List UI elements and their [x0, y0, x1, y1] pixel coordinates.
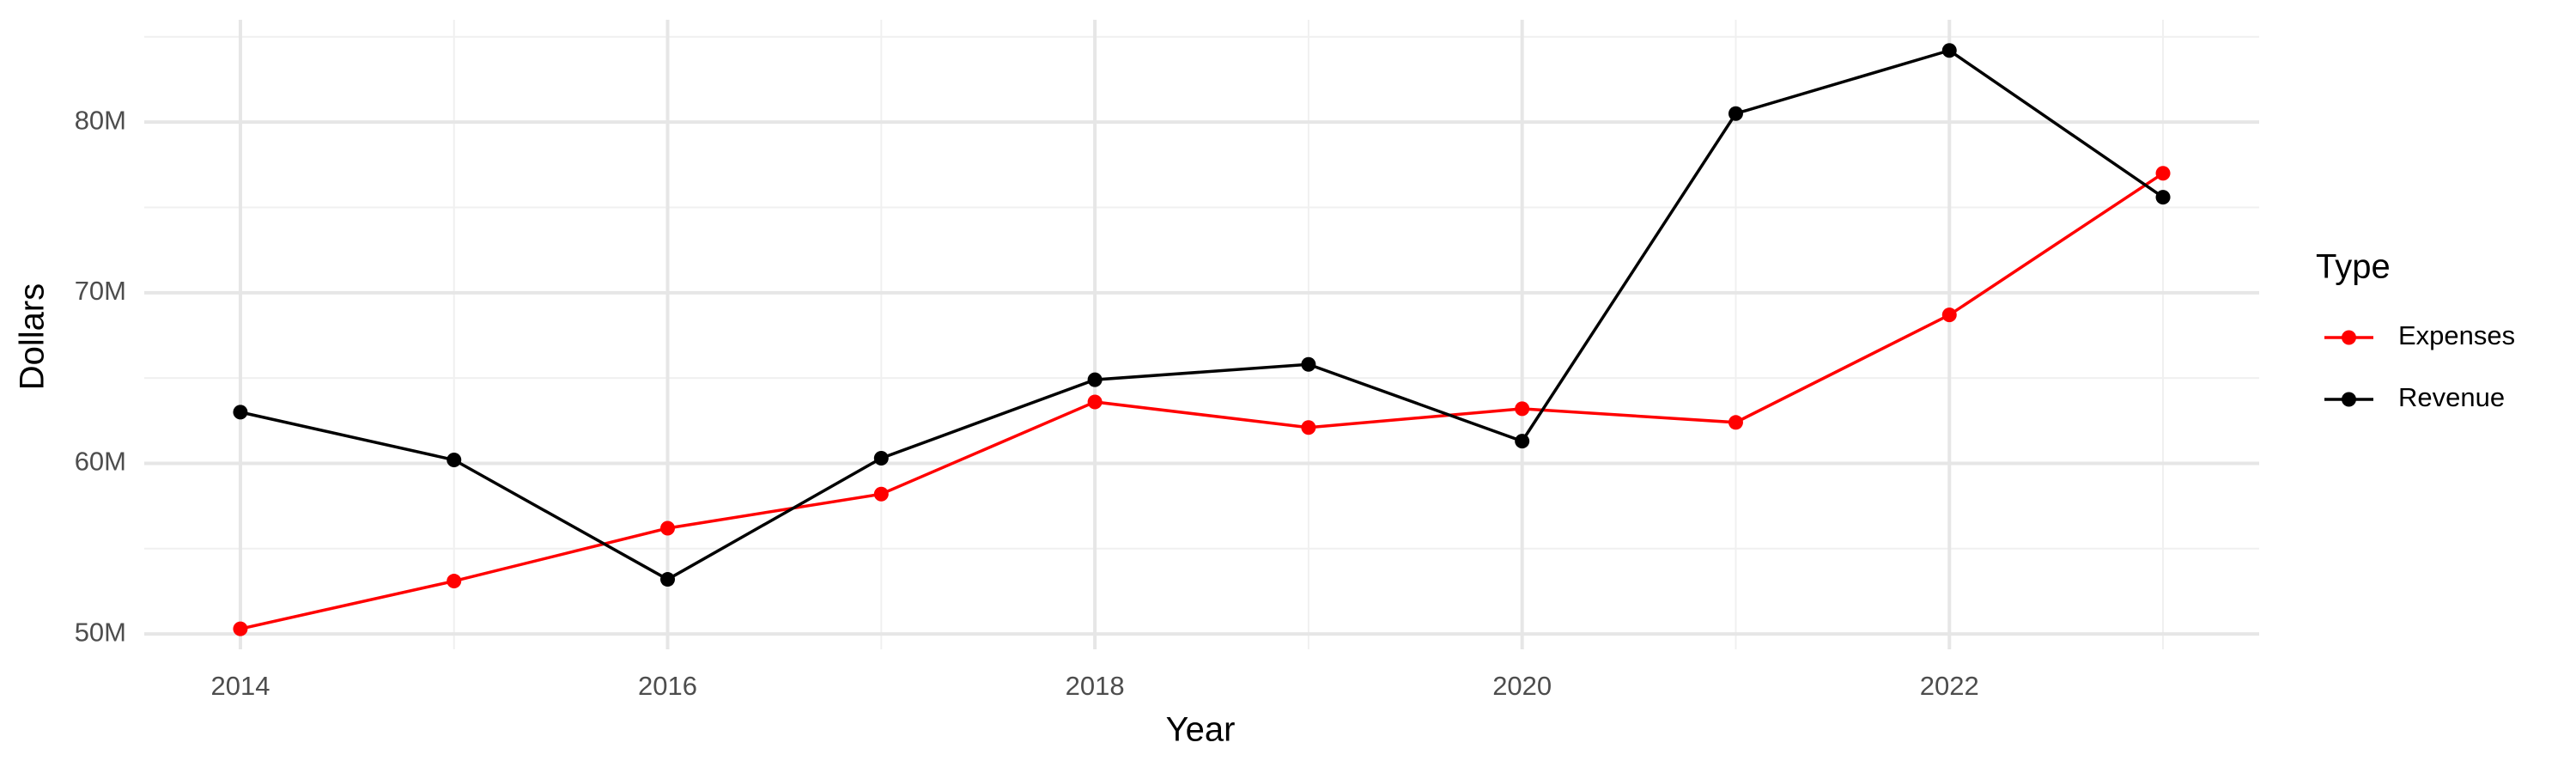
data-point — [660, 520, 676, 536]
data-point — [873, 486, 889, 502]
y-axis-title: Dollars — [14, 283, 52, 390]
data-point — [1515, 401, 1530, 417]
legend-label: Expenses — [2398, 320, 2515, 350]
x-tick-label: 2016 — [638, 671, 697, 701]
y-tick-label: 70M — [75, 276, 126, 306]
y-tick-label: 50M — [75, 617, 126, 647]
x-axis-title: Year — [1166, 711, 1236, 749]
legend-marker — [2342, 392, 2356, 407]
x-tick-label: 2014 — [210, 671, 270, 701]
legend-title: Type — [2316, 248, 2391, 286]
data-point — [660, 572, 676, 587]
y-tick-label: 60M — [75, 447, 126, 477]
data-point — [447, 453, 462, 468]
data-point — [447, 574, 462, 589]
legend-label: Revenue — [2398, 382, 2505, 412]
data-point — [1087, 394, 1103, 410]
data-point — [1087, 372, 1103, 387]
data-point — [1301, 356, 1316, 372]
x-tick-label: 2022 — [1920, 671, 1979, 701]
x-tick-label: 2018 — [1066, 671, 1125, 701]
data-point — [1301, 420, 1316, 435]
data-point — [1728, 415, 1743, 430]
series-line — [240, 172, 2165, 630]
legend-marker — [2342, 330, 2356, 345]
data-point — [873, 451, 889, 466]
data-point — [1941, 43, 1957, 58]
data-point — [233, 621, 248, 636]
data-point — [1515, 434, 1530, 449]
y-tick-label: 80M — [75, 105, 126, 135]
data-point — [1728, 106, 1743, 121]
x-tick-label: 2020 — [1492, 671, 1552, 701]
data-point — [233, 405, 248, 420]
series-line — [240, 48, 2165, 581]
data-point — [2155, 166, 2171, 181]
data-point — [2155, 190, 2171, 205]
data-point — [1941, 307, 1957, 323]
